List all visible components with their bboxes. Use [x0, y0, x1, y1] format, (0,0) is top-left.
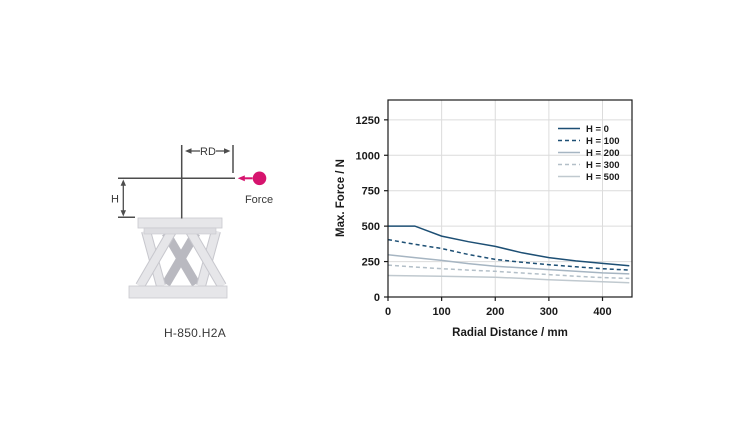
- force-chart: Radial Distance / mm Max. Force / N 0 100…: [330, 88, 702, 340]
- force-point-dot: [252, 171, 267, 186]
- hexapod-figure: RD H Force H-850.H2A: [105, 130, 285, 350]
- series-line-h-100: [387, 238, 630, 271]
- x-axis-title: Radial Distance / mm: [452, 327, 568, 339]
- model-label: H-850.H2A: [163, 326, 227, 340]
- series-line-h-0: [388, 225, 630, 267]
- y-tick-label: 0: [374, 292, 380, 304]
- rd-label: RD: [200, 146, 216, 158]
- x-tick-label: 300: [540, 306, 558, 318]
- y-tick-label: 250: [362, 257, 380, 269]
- x-tick-label: 200: [486, 306, 504, 318]
- h-dimension: H: [111, 179, 126, 217]
- y-tick-label: 1000: [356, 150, 380, 162]
- series-line-h-300: [387, 264, 630, 280]
- legend-label: H = 200: [586, 148, 620, 159]
- hexapod-legs: [135, 228, 227, 289]
- legend-label: H = 300: [586, 160, 620, 171]
- x-tick-label: 400: [593, 306, 611, 318]
- x-tick-label: 0: [385, 306, 391, 318]
- y-tick-label: 500: [362, 221, 380, 233]
- y-tick-label: 1250: [356, 115, 380, 127]
- hexapod-drawing: RD H Force: [111, 145, 273, 299]
- plot-border: [387, 99, 633, 298]
- legend-label: H = 100: [586, 136, 620, 147]
- series-line-h-200: [387, 254, 630, 275]
- h-label: H: [111, 194, 119, 206]
- force-arrow: Force: [237, 171, 273, 206]
- series-line-h-500: [387, 274, 630, 284]
- hexapod-top-platform: [137, 217, 223, 229]
- hexapod-base-platform: [128, 285, 228, 299]
- x-tick-label: 100: [432, 306, 450, 318]
- hexapod-top-platform-under: [143, 227, 217, 235]
- y-tick-label: 750: [362, 186, 380, 198]
- force-label: Force: [245, 194, 273, 206]
- force-chart-plot: Radial Distance / mm Max. Force / N 0 100…: [335, 99, 633, 339]
- y-axis-title: Max. Force / N: [335, 159, 347, 237]
- rd-dimension: RD: [185, 146, 231, 158]
- dimension-lines: [118, 145, 235, 219]
- legend-label: H = 0: [586, 124, 609, 135]
- legend-label: H = 500: [586, 172, 620, 183]
